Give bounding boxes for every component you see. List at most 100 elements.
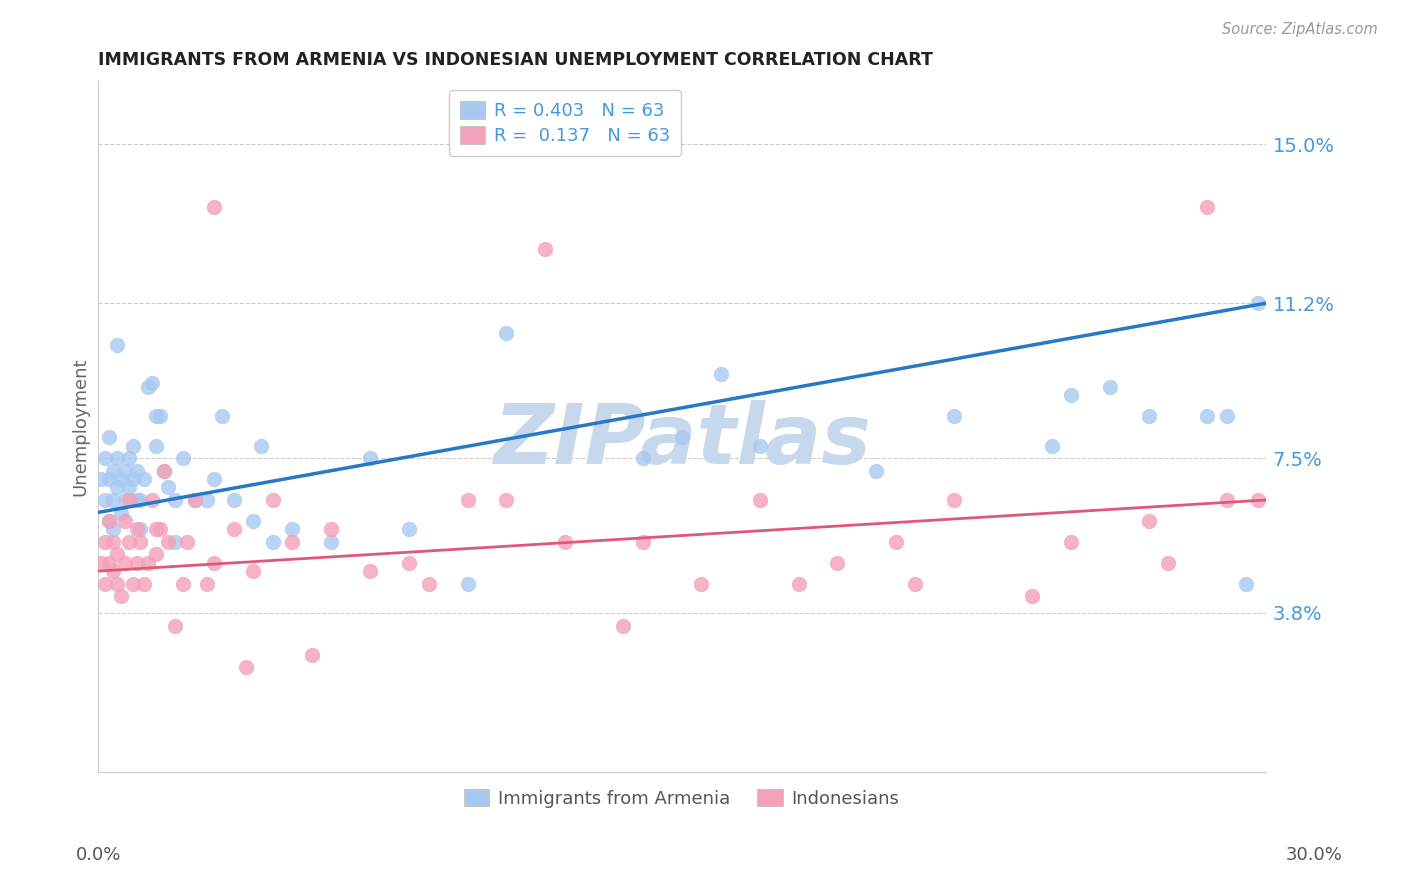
Point xyxy=(457,576,479,591)
Point xyxy=(110,472,132,486)
Point xyxy=(114,464,136,478)
Point xyxy=(94,451,117,466)
Point xyxy=(114,493,136,508)
Point xyxy=(125,522,148,536)
Point xyxy=(1137,514,1160,528)
Point xyxy=(141,376,163,390)
Point xyxy=(534,242,557,256)
Point xyxy=(184,493,207,508)
Point xyxy=(101,564,124,578)
Point xyxy=(787,576,810,591)
Point xyxy=(125,493,148,508)
Point xyxy=(145,438,167,452)
Point xyxy=(211,409,233,424)
Point xyxy=(865,464,887,478)
Point xyxy=(359,451,381,466)
Point xyxy=(121,576,143,591)
Point xyxy=(1040,438,1063,452)
Point xyxy=(242,514,264,528)
Point xyxy=(884,534,907,549)
Point xyxy=(281,522,304,536)
Point xyxy=(98,514,121,528)
Point xyxy=(90,472,112,486)
Point xyxy=(114,514,136,528)
Point xyxy=(136,380,159,394)
Point xyxy=(242,564,264,578)
Point xyxy=(98,472,121,486)
Point xyxy=(202,472,225,486)
Point xyxy=(129,534,152,549)
Point xyxy=(118,534,141,549)
Point xyxy=(149,409,172,424)
Point xyxy=(101,464,124,478)
Point xyxy=(1157,556,1180,570)
Point xyxy=(690,576,713,591)
Point xyxy=(1197,409,1219,424)
Point xyxy=(121,438,143,452)
Point xyxy=(262,493,284,508)
Point xyxy=(125,464,148,478)
Point xyxy=(165,534,187,549)
Point xyxy=(1099,380,1122,394)
Point xyxy=(202,556,225,570)
Point xyxy=(1234,576,1257,591)
Point xyxy=(134,576,156,591)
Point xyxy=(118,493,141,508)
Point xyxy=(321,534,343,549)
Point xyxy=(94,576,117,591)
Point xyxy=(136,556,159,570)
Point xyxy=(149,522,172,536)
Point xyxy=(262,534,284,549)
Point xyxy=(94,534,117,549)
Point xyxy=(1060,388,1083,402)
Point xyxy=(172,451,194,466)
Point xyxy=(156,534,179,549)
Point xyxy=(710,368,733,382)
Point xyxy=(101,534,124,549)
Point xyxy=(457,493,479,508)
Point xyxy=(250,438,273,452)
Point xyxy=(631,534,654,549)
Point xyxy=(141,493,163,508)
Point xyxy=(222,522,245,536)
Point xyxy=(129,493,152,508)
Point xyxy=(145,522,167,536)
Point xyxy=(943,493,966,508)
Point xyxy=(134,472,156,486)
Point xyxy=(101,522,124,536)
Point xyxy=(748,493,770,508)
Text: ZIPatlas: ZIPatlas xyxy=(492,400,870,481)
Point xyxy=(671,430,693,444)
Point xyxy=(98,514,121,528)
Point xyxy=(105,576,128,591)
Text: 0.0%: 0.0% xyxy=(76,846,121,863)
Point xyxy=(612,618,634,632)
Point xyxy=(748,438,770,452)
Point xyxy=(118,451,141,466)
Point xyxy=(176,534,198,549)
Point xyxy=(195,493,218,508)
Point xyxy=(359,564,381,578)
Point xyxy=(152,464,174,478)
Point xyxy=(222,493,245,508)
Point xyxy=(105,480,128,494)
Point xyxy=(129,522,152,536)
Point xyxy=(301,648,323,662)
Y-axis label: Unemployment: Unemployment xyxy=(72,358,89,496)
Point xyxy=(118,480,141,494)
Point xyxy=(105,338,128,352)
Point xyxy=(418,576,440,591)
Point xyxy=(943,409,966,424)
Point xyxy=(281,534,304,549)
Point xyxy=(121,472,143,486)
Text: IMMIGRANTS FROM ARMENIA VS INDONESIAN UNEMPLOYMENT CORRELATION CHART: IMMIGRANTS FROM ARMENIA VS INDONESIAN UN… xyxy=(97,51,932,69)
Point xyxy=(172,576,194,591)
Point xyxy=(827,556,849,570)
Point xyxy=(495,493,517,508)
Point xyxy=(114,556,136,570)
Point xyxy=(184,493,207,508)
Point xyxy=(165,493,187,508)
Point xyxy=(235,660,257,674)
Point xyxy=(195,576,218,591)
Point xyxy=(105,451,128,466)
